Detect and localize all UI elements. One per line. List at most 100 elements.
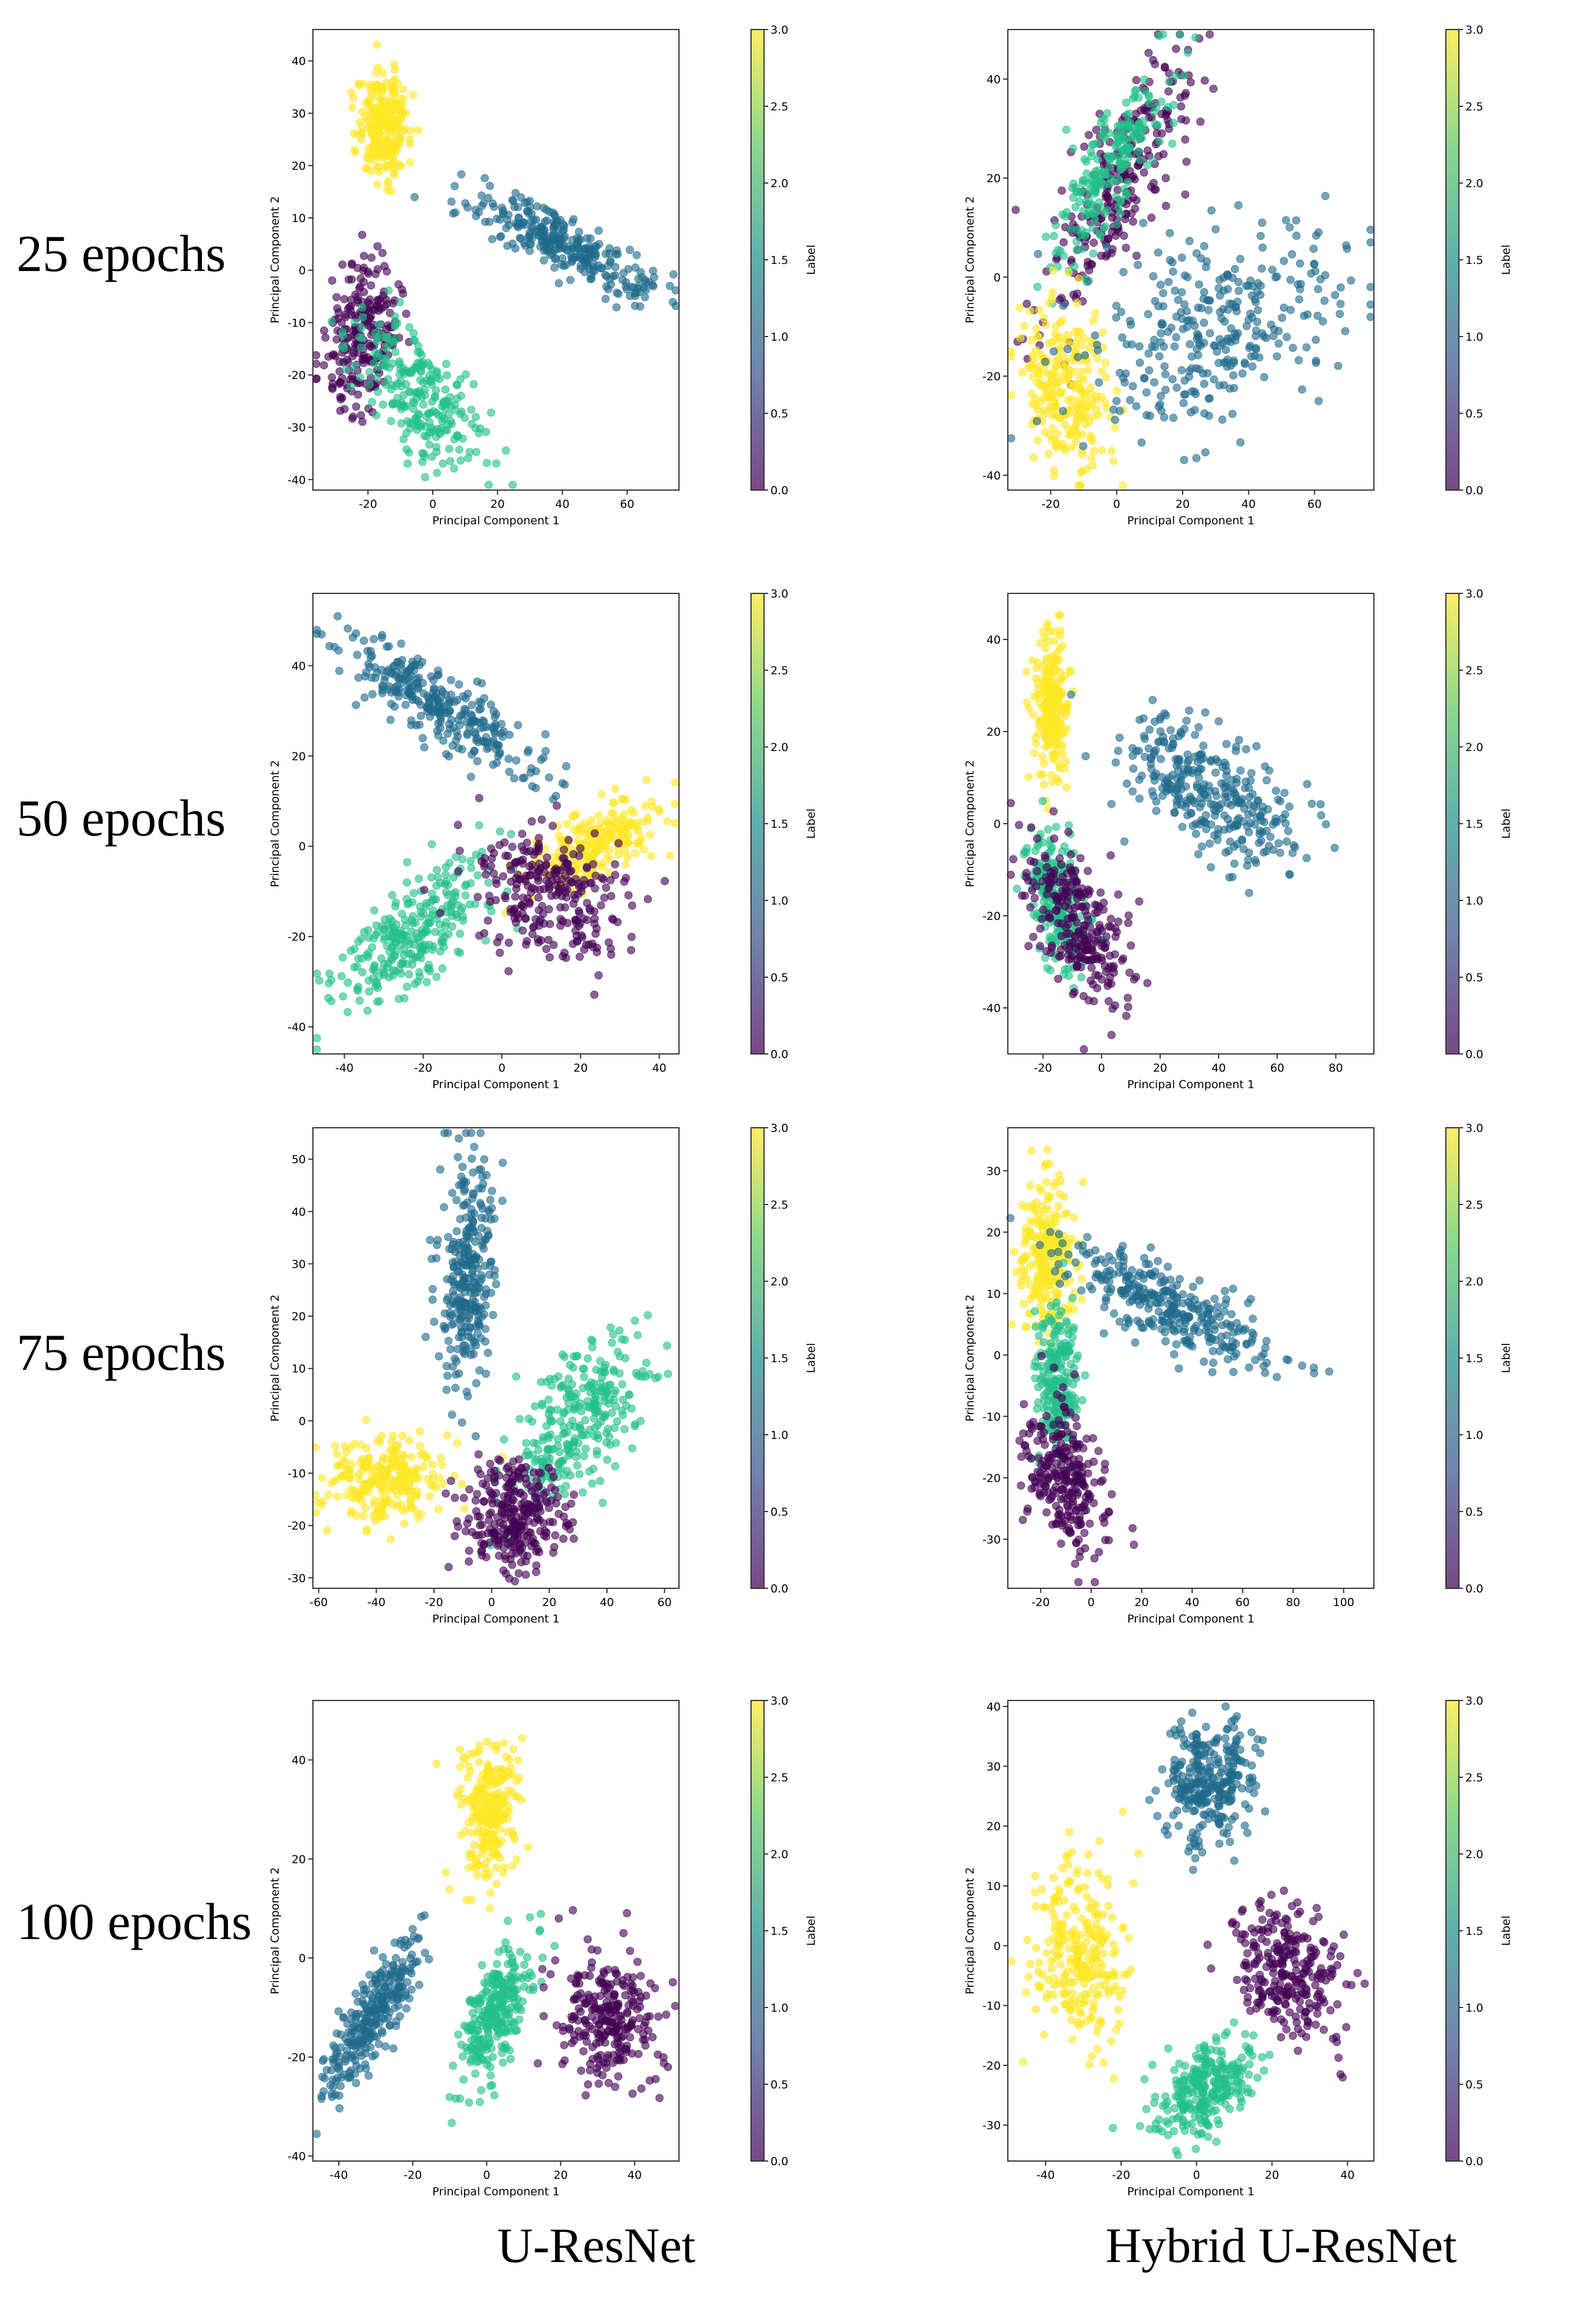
- data-point-label-0: [546, 920, 554, 928]
- data-point-label-1: [1201, 708, 1210, 717]
- data-point-label-1: [1314, 397, 1323, 406]
- data-point-label-1: [481, 1261, 489, 1270]
- data-point-label-1: [510, 203, 519, 211]
- data-point-label-2: [357, 343, 365, 352]
- data-point-label-1: [469, 1350, 478, 1359]
- data-point-label-1: [371, 674, 380, 683]
- data-point-label-0: [1042, 863, 1051, 872]
- data-point-label-2: [472, 448, 481, 456]
- data-point-label-1: [472, 211, 481, 220]
- data-point-label-1: [1222, 740, 1231, 749]
- data-point-label-1: [1226, 837, 1235, 846]
- data-point-label-2: [501, 446, 510, 455]
- data-point-label-1: [1251, 856, 1259, 864]
- data-point-label-1: [1041, 357, 1050, 366]
- data-point-label-3: [609, 798, 617, 807]
- data-point-label-1: [1107, 799, 1116, 808]
- data-point-label-0: [551, 864, 560, 873]
- data-point-label-0: [556, 886, 564, 895]
- colorbar-tick-label: 0.5: [770, 971, 788, 984]
- data-point-label-1: [1157, 391, 1165, 400]
- data-point-label-1: [1238, 835, 1246, 844]
- data-point-label-2: [1125, 109, 1134, 118]
- data-point-label-2: [1140, 76, 1148, 84]
- x-axis-label: Principal Component 1: [432, 1078, 559, 1091]
- data-point-label-1: [1331, 290, 1339, 299]
- colorbar-tick-label: 0.0: [1465, 1048, 1483, 1061]
- data-point-label-1: [412, 721, 421, 730]
- data-point-label-3: [414, 126, 422, 135]
- data-point-label-3: [396, 1500, 405, 1509]
- data-point-label-2: [1127, 133, 1136, 142]
- data-point-label-3: [1079, 334, 1088, 342]
- data-point-label-1: [445, 698, 454, 707]
- data-point-label-0: [627, 946, 635, 955]
- data-point-label-0: [357, 411, 365, 420]
- y-tick-label: 40: [292, 55, 306, 68]
- y-tick-label: 40: [292, 660, 306, 673]
- data-point-label-2: [418, 361, 427, 370]
- data-point-label-2: [315, 976, 324, 985]
- data-point-label-0: [319, 361, 328, 370]
- data-point-label-1: [1218, 415, 1227, 424]
- data-point-label-1: [472, 1281, 481, 1290]
- data-point-label-0: [1076, 854, 1085, 863]
- data-point-label-1: [618, 276, 627, 284]
- data-point-label-3: [387, 1437, 396, 1446]
- y-tick-label: 20: [292, 750, 306, 763]
- data-point-label-1: [390, 702, 399, 711]
- data-point-label-3: [348, 103, 357, 112]
- data-point-label-1: [397, 639, 406, 648]
- data-point-label-1: [1246, 341, 1255, 350]
- data-point-label-0: [1106, 851, 1115, 860]
- data-point-label-2: [1091, 167, 1100, 176]
- data-point-label-1: [377, 665, 386, 674]
- data-point-label-0: [1051, 892, 1060, 900]
- data-point-label-2: [423, 928, 432, 936]
- data-point-label-3: [1109, 456, 1118, 465]
- data-point-label-1: [468, 750, 476, 759]
- data-point-label-0: [560, 948, 569, 957]
- data-point-label-1: [1192, 249, 1201, 257]
- data-point-label-1: [1244, 281, 1253, 290]
- data-point-label-1: [1285, 802, 1294, 811]
- data-point-label-1: [649, 282, 658, 290]
- data-point-label-0: [1206, 30, 1214, 39]
- data-point-label-0: [1132, 76, 1141, 84]
- data-point-label-0: [569, 850, 578, 859]
- data-point-label-3: [347, 1507, 356, 1516]
- data-point-label-3: [1058, 361, 1067, 370]
- data-point-label-3: [409, 90, 417, 99]
- data-point-label-2: [456, 929, 465, 938]
- data-point-label-3: [1039, 406, 1047, 415]
- data-point-label-2: [378, 354, 387, 363]
- data-point-label-2: [452, 853, 461, 861]
- data-point-label-0: [1011, 205, 1020, 214]
- data-point-label-0: [561, 903, 569, 912]
- data-point-label-0: [481, 870, 490, 879]
- data-point-label-0: [610, 860, 619, 869]
- data-point-label-1: [454, 744, 463, 753]
- data-point-label-1: [381, 672, 390, 681]
- data-point-label-1: [428, 1295, 437, 1304]
- data-point-label-1: [1193, 783, 1201, 792]
- data-point-label-0: [491, 896, 500, 905]
- data-point-label-1: [1258, 264, 1266, 273]
- data-point-label-1: [1183, 758, 1192, 767]
- data-point-label-1: [441, 1324, 450, 1333]
- data-point-label-2: [1013, 884, 1021, 893]
- data-point-label-1: [1320, 296, 1329, 305]
- data-point-label-0: [1007, 799, 1015, 808]
- data-point-label-1: [482, 1171, 491, 1180]
- data-point-label-3: [639, 845, 648, 854]
- data-point-label-2: [1145, 99, 1154, 108]
- data-point-label-2: [1060, 965, 1069, 974]
- data-point-label-1: [394, 674, 403, 683]
- data-point-label-3: [604, 835, 612, 844]
- data-point-label-1: [1258, 218, 1266, 227]
- data-point-label-1: [462, 1388, 471, 1396]
- data-point-label-3: [1053, 648, 1062, 657]
- data-point-label-0: [1059, 878, 1068, 887]
- data-point-label-2: [438, 964, 447, 973]
